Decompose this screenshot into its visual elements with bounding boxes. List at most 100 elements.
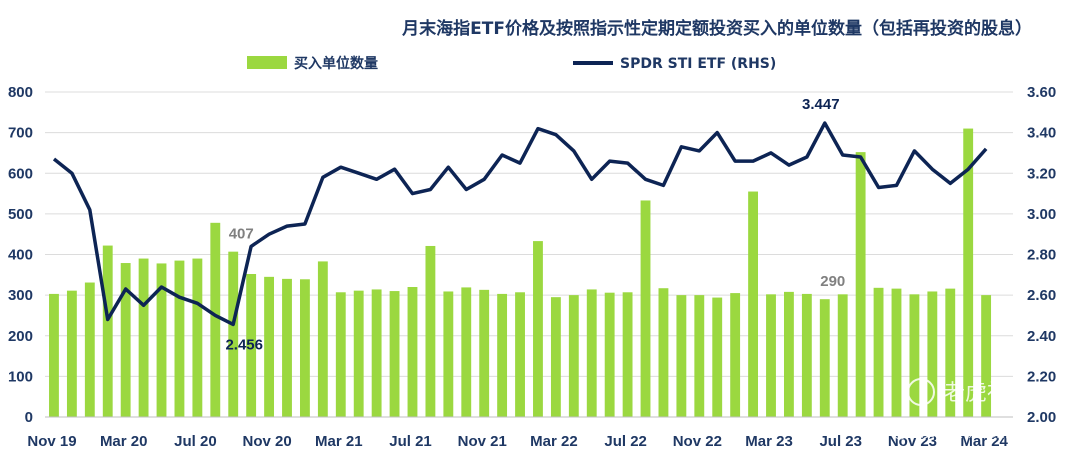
bar bbox=[855, 152, 866, 417]
bar bbox=[819, 299, 830, 417]
y-right-tick-label: 2.40 bbox=[1027, 328, 1056, 345]
bar bbox=[604, 292, 615, 417]
bar bbox=[891, 288, 902, 417]
bar bbox=[282, 278, 292, 417]
y-right-tick-label: 3.20 bbox=[1027, 165, 1056, 182]
bar bbox=[533, 241, 543, 417]
bar bbox=[927, 291, 938, 417]
y-axis-right: 2.00 2.20 2.40 2.60 2.80 3.00 3.20 3.40 3.60 bbox=[1027, 84, 1056, 426]
bar bbox=[335, 292, 346, 417]
y-left-tick-label: 500 bbox=[8, 206, 33, 223]
bar bbox=[801, 293, 812, 417]
data-label: 290 bbox=[820, 273, 845, 290]
y-left-tick-label: 400 bbox=[8, 247, 33, 264]
bar bbox=[192, 258, 203, 417]
line-series bbox=[52, 121, 988, 327]
y-left-tick-label: 700 bbox=[8, 125, 33, 142]
bar bbox=[49, 293, 59, 417]
bar bbox=[425, 245, 436, 417]
bar bbox=[873, 287, 884, 417]
y-right-tick-label: 2.00 bbox=[1027, 409, 1056, 426]
x-tick-label: Mar 20 bbox=[100, 433, 148, 450]
x-tick-label: Jul 21 bbox=[389, 433, 432, 450]
bar bbox=[981, 295, 992, 417]
bar bbox=[443, 291, 454, 417]
x-tick-label: Nov 21 bbox=[458, 433, 507, 450]
bar bbox=[712, 297, 723, 417]
x-tick-label: Nov 23 bbox=[888, 433, 937, 450]
x-tick-label: Jul 20 bbox=[174, 433, 217, 450]
y-axis-left: 0 100 200 300 400 500 600 700 800 bbox=[8, 84, 33, 426]
tiger-paw-icon bbox=[907, 378, 935, 406]
bar bbox=[766, 294, 776, 417]
y-right-tick-label: 2.20 bbox=[1027, 368, 1056, 385]
y-right-tick-label: 3.00 bbox=[1027, 206, 1056, 223]
y-left-tick-label: 800 bbox=[8, 84, 33, 101]
x-tick-label: Mar 21 bbox=[315, 433, 363, 450]
x-tick-label: Nov 22 bbox=[673, 433, 722, 450]
bar bbox=[317, 261, 328, 417]
bar bbox=[479, 289, 490, 417]
x-tick-label: Jul 23 bbox=[819, 433, 862, 450]
x-tick-label: Mar 22 bbox=[530, 433, 578, 450]
bar bbox=[622, 292, 633, 417]
bar bbox=[246, 274, 257, 417]
bar bbox=[497, 293, 508, 417]
data-label: 2.456 bbox=[225, 336, 263, 353]
bar bbox=[120, 263, 131, 417]
bar bbox=[658, 288, 669, 417]
x-tick-label: Mar 24 bbox=[960, 433, 1008, 450]
watermark: 老虎社区 @新加坡交易所集团 bbox=[893, 378, 1031, 441]
bar bbox=[174, 260, 185, 417]
watermark-sub: @新加坡交易所集团 bbox=[893, 424, 1019, 441]
watermark-brand: 老虎社区 bbox=[943, 381, 1031, 406]
x-axis: Nov 19 Mar 20 Jul 20 Nov 20 Mar 21 Jul 21 Nov … bbox=[27, 416, 1013, 450]
bar bbox=[210, 222, 221, 417]
annotations: 407 2.456 3.447 290 bbox=[225, 96, 845, 353]
bar bbox=[945, 288, 956, 417]
bar bbox=[407, 287, 418, 417]
bar bbox=[515, 292, 525, 417]
bar bbox=[783, 291, 794, 417]
bar bbox=[353, 290, 364, 417]
y-left-tick-label: 0 bbox=[25, 409, 33, 426]
bar bbox=[837, 294, 848, 417]
bar bbox=[138, 258, 149, 417]
bar bbox=[371, 289, 382, 417]
bar bbox=[909, 294, 920, 417]
bar bbox=[66, 290, 77, 417]
x-tick-label: Jul 22 bbox=[604, 433, 647, 450]
bar bbox=[228, 251, 239, 417]
bar bbox=[963, 128, 974, 417]
legend-bar-swatch bbox=[247, 56, 287, 69]
legend-line-label: SPDR STI ETF (RHS) bbox=[620, 56, 776, 72]
y-right-tick-label: 2.60 bbox=[1027, 287, 1056, 304]
bar bbox=[640, 200, 651, 417]
data-label: 407 bbox=[229, 226, 254, 243]
bar bbox=[102, 245, 113, 417]
y-left-tick-label: 300 bbox=[8, 287, 33, 304]
bar bbox=[586, 289, 597, 417]
bar bbox=[676, 295, 687, 417]
bar bbox=[461, 287, 472, 417]
chart-title: 月末海指ETF价格及按照指示性定期定额投资买入的单位数量（包括再投资的股息） bbox=[401, 18, 1032, 39]
data-label: 3.447 bbox=[802, 96, 840, 113]
bar-series bbox=[49, 128, 992, 417]
bar bbox=[550, 297, 561, 417]
x-tick-label: Nov 20 bbox=[243, 433, 292, 450]
gridlines bbox=[45, 91, 1013, 418]
bar bbox=[264, 276, 275, 417]
y-right-tick-label: 3.40 bbox=[1027, 125, 1056, 142]
bar bbox=[299, 279, 310, 417]
legend-bar-label: 买入单位数量 bbox=[294, 55, 378, 72]
y-right-tick-label: 2.80 bbox=[1027, 247, 1056, 264]
x-tick-label: Mar 23 bbox=[745, 433, 793, 450]
bar bbox=[84, 282, 95, 417]
bar bbox=[694, 295, 705, 417]
legend: 买入单位数量 SPDR STI ETF (RHS) bbox=[247, 55, 776, 72]
y-left-tick-label: 100 bbox=[8, 368, 33, 385]
bar bbox=[568, 295, 579, 417]
y-left-tick-label: 200 bbox=[8, 328, 33, 345]
y-left-tick-label: 600 bbox=[8, 165, 33, 182]
